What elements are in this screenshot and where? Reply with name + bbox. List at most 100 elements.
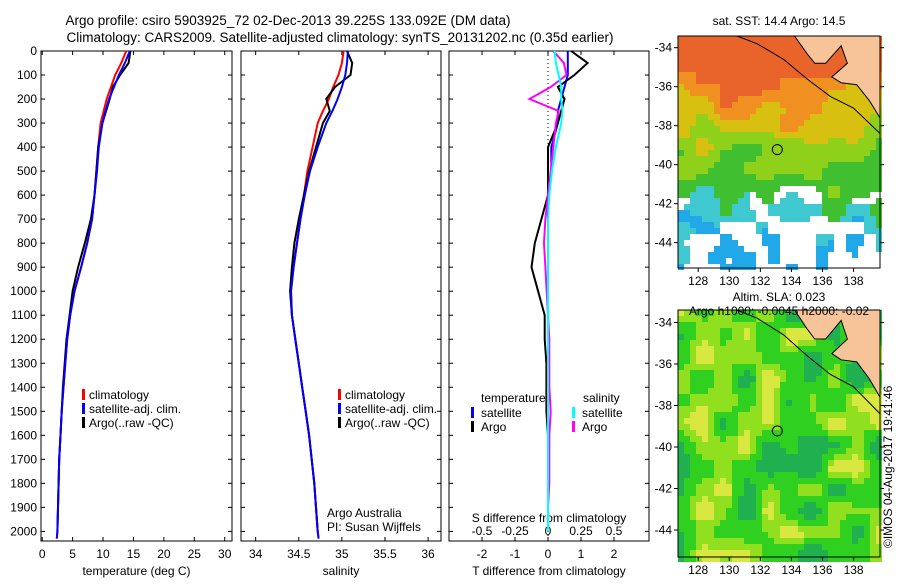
map-cell	[846, 526, 852, 532]
map-cell	[864, 490, 870, 496]
land-australia	[785, 309, 881, 400]
map-cell	[822, 478, 828, 484]
map-cell	[822, 204, 828, 210]
map-cell	[738, 490, 744, 496]
map-cell	[690, 400, 696, 406]
map-cell	[738, 448, 744, 454]
map-cell	[726, 132, 732, 138]
map-cell	[870, 126, 876, 132]
map-cell	[768, 42, 774, 48]
map-cell	[798, 508, 804, 514]
map-cell	[768, 180, 774, 186]
map-cell	[714, 186, 720, 192]
map-cell	[804, 382, 810, 388]
map-cell	[726, 138, 732, 144]
map-cell	[696, 532, 702, 538]
map-cell	[762, 42, 768, 48]
map-cell	[708, 382, 714, 388]
map-cell	[864, 412, 870, 418]
map-cell	[744, 108, 750, 114]
map-cell	[822, 186, 828, 192]
map-cell	[864, 216, 870, 222]
map-cell	[684, 502, 690, 508]
map-cell	[678, 162, 684, 168]
map-cell	[840, 484, 846, 490]
figure-title-line1: Argo profile: csiro 5903925_72 02-Dec-20…	[65, 13, 510, 28]
map-cell	[780, 186, 786, 192]
map-cell	[732, 376, 738, 382]
map-cell	[792, 42, 798, 48]
map-cell	[798, 412, 804, 418]
map-cell	[762, 150, 768, 156]
map-cell	[720, 42, 726, 48]
map-cell	[822, 216, 828, 222]
map-cell	[798, 252, 804, 258]
map-cell	[762, 102, 768, 108]
y-tick-label: 1000	[10, 284, 37, 298]
map-cell	[744, 156, 750, 162]
map-cell	[756, 358, 762, 364]
map-cell	[810, 394, 816, 400]
map-cell	[846, 430, 852, 436]
map-cell	[774, 460, 780, 466]
map-cell	[840, 252, 846, 258]
map-cell	[816, 460, 822, 466]
map-cell	[852, 532, 858, 538]
map-cell	[750, 328, 756, 334]
map-cell	[870, 388, 876, 394]
map-cell	[786, 472, 792, 478]
map-cell	[828, 406, 834, 412]
map-cell	[732, 126, 738, 132]
y-tick-label: 800	[17, 236, 37, 250]
map-cell	[732, 144, 738, 150]
map-cell	[732, 222, 738, 228]
map-cell	[738, 430, 744, 436]
map-cell	[684, 310, 690, 316]
map-cell	[852, 258, 858, 264]
map-cell	[678, 490, 684, 496]
map-cell	[822, 72, 828, 78]
map-cell	[768, 424, 774, 430]
map-cell	[696, 316, 702, 322]
map-cell	[822, 394, 828, 400]
map-cell	[744, 478, 750, 484]
map-cell	[858, 120, 864, 126]
map-cell	[822, 496, 828, 502]
map-cell	[762, 228, 768, 234]
map-cell	[708, 42, 714, 48]
map-cell	[702, 328, 708, 334]
map-cell	[876, 460, 882, 466]
map-cell	[846, 508, 852, 514]
map-cell	[810, 520, 816, 526]
map-cell	[684, 556, 690, 562]
map-cell	[810, 538, 816, 544]
map-cell	[816, 216, 822, 222]
map-cell	[780, 412, 786, 418]
map-cell	[720, 144, 726, 150]
map-cell	[732, 150, 738, 156]
map-cell	[852, 222, 858, 228]
map-cell	[768, 346, 774, 352]
map-cell	[690, 138, 696, 144]
map-cell	[876, 126, 882, 132]
map-cell	[828, 382, 834, 388]
map-cell	[684, 246, 690, 252]
map-cell	[798, 352, 804, 358]
map-cell	[726, 502, 732, 508]
map-cell	[738, 418, 744, 424]
map-cell	[816, 84, 822, 90]
map-cell	[804, 174, 810, 180]
map-cell	[798, 120, 804, 126]
map-cell	[744, 84, 750, 90]
map-cell	[732, 466, 738, 472]
map-cell	[828, 556, 834, 562]
panel-differences: -2 -1 0 1 2T difference from climatology-0.5…	[448, 50, 650, 578]
map-cell	[756, 478, 762, 484]
map-cell	[696, 78, 702, 84]
map-cell	[858, 490, 864, 496]
map-cell	[708, 466, 714, 472]
map-cell	[822, 424, 828, 430]
map-cell	[810, 550, 816, 556]
map-cell	[822, 454, 828, 460]
map-cell	[708, 60, 714, 66]
